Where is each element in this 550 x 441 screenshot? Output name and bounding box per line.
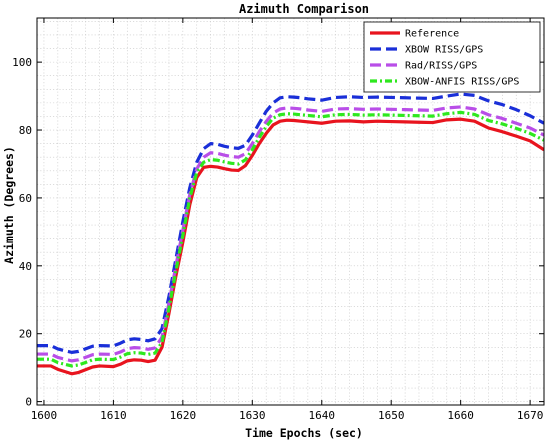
x-tick-label: 1630 (239, 409, 266, 422)
y-tick-label: 40 (19, 260, 32, 273)
y-tick-label: 80 (19, 124, 32, 137)
x-tick-label: 1670 (517, 409, 544, 422)
series-line-2 (37, 105, 544, 363)
y-tick-label: 20 (19, 328, 32, 341)
legend-label: Reference (405, 29, 459, 40)
series-line-1 (37, 92, 544, 354)
legend-label: XBOW RISS/GPS (405, 45, 483, 56)
series-lines (37, 92, 544, 376)
y-axis-label: Azimuth (Degrees) (2, 146, 16, 264)
plot-frame (36, 17, 545, 406)
x-tick-label: 1610 (100, 409, 127, 422)
chart-title: Azimuth Comparison (239, 2, 369, 16)
legend-label: XBOW-ANFIS RISS/GPS (405, 77, 519, 88)
x-tick-label: 1660 (447, 409, 474, 422)
x-tick-label: 1650 (378, 409, 405, 422)
axis-ticks: 1600 1610 1620 1630 1640 1650 1660 1670 0 20 40 60 8… (12, 18, 544, 422)
y-tick-label: 100 (12, 56, 32, 69)
legend: Reference XBOW RISS/GPS Rad/RISS/GPS XBOW-A… (363, 21, 541, 93)
x-tick-label: 1600 (31, 409, 58, 422)
series-line-0 (37, 117, 544, 376)
x-tick-label: 1640 (309, 409, 336, 422)
series-line-3 (37, 110, 544, 368)
legend-label: Rad/RISS/GPS (405, 61, 477, 72)
y-tick-label: 0 (25, 396, 32, 409)
x-tick-label: 1620 (170, 409, 197, 422)
y-tick-label: 60 (19, 192, 32, 205)
x-axis-label: Time Epochs (sec) (245, 426, 363, 440)
